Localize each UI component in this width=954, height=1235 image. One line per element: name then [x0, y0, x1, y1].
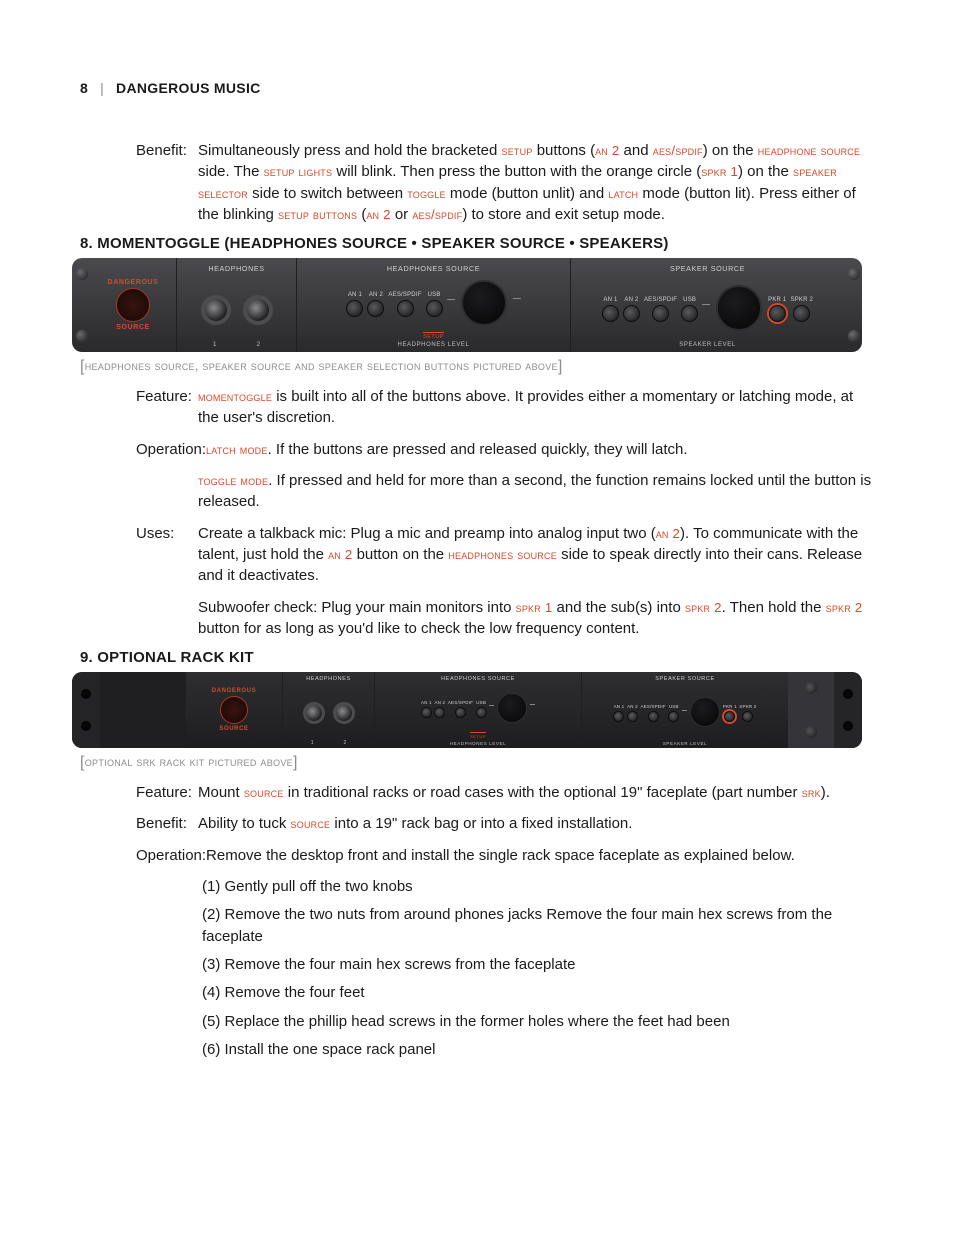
- kw-setup-lights: setup lights: [264, 164, 333, 179]
- operation9-row: Operation: Remove the desktop front and …: [136, 845, 874, 866]
- hp-src-usb-button: [426, 300, 443, 317]
- panel-brand: DANGEROUS SOURCE: [90, 258, 176, 352]
- rack-caption: [optional srk rack kit pictured above]: [80, 754, 874, 772]
- section-9-heading: 9. OPTIONAL RACK KIT: [80, 649, 874, 666]
- kw-setup-buttons: setup buttons: [278, 207, 357, 222]
- kw-aes: aes/spdif: [653, 143, 703, 158]
- benefit-text: Simultaneously press and hold the bracke…: [198, 140, 874, 225]
- kw-toggle-mode: toggle mode: [198, 473, 268, 488]
- uses-row: Uses: Create a talkback mic: Plug a mic …: [136, 523, 874, 587]
- kw-latch-mode: latch mode: [206, 442, 268, 457]
- panel-caption: [headphones source, speaker source and s…: [80, 358, 874, 376]
- benefit-row: Benefit: Simultaneously press and hold t…: [136, 140, 874, 225]
- brand-logo-icon: [116, 288, 150, 322]
- hardware-panel-illustration: DANGEROUS SOURCE HEADPHONES 12 HEADPHONE…: [72, 258, 862, 352]
- step-1: (1) Gently pull off the two knobs: [202, 876, 874, 897]
- speaker-level-knob: [716, 285, 762, 331]
- feature-row: Feature: momentoggle is built into all o…: [136, 386, 874, 429]
- install-steps: (1) Gently pull off the two knobs (2) Re…: [202, 876, 874, 1060]
- rack-ear-left: [72, 672, 100, 748]
- kw-momentoggle: momentoggle: [198, 389, 272, 404]
- step-6: (6) Install the one space rack panel: [202, 1039, 874, 1060]
- page-number: 8: [80, 80, 88, 96]
- kw-latch: latch: [608, 186, 638, 201]
- spkr1-button: [769, 305, 786, 322]
- kw-spkr1: spkr 1: [701, 164, 738, 179]
- kw-source: source: [244, 785, 284, 800]
- step-2: (2) Remove the two nuts from around phon…: [202, 904, 874, 947]
- step-3: (3) Remove the four main hex screws from…: [202, 954, 874, 975]
- benefit9-row: Benefit: Ability to tuck source into a 1…: [136, 813, 874, 834]
- feature9-row: Feature: Mount source in traditional rac…: [136, 782, 874, 803]
- setup-label: SETUP: [423, 332, 444, 340]
- step-5: (5) Replace the phillip head screws in t…: [202, 1011, 874, 1032]
- kw-setup: setup: [502, 143, 533, 158]
- speaker-source-section: SPEAKER SOURCE AN 1 AN 2 AES/SPDIF USB P…: [570, 258, 844, 352]
- brand-name: DANGEROUS MUSIC: [116, 80, 261, 96]
- hp-src-aes-button: [397, 300, 414, 317]
- spk-src-an2-button: [623, 305, 640, 322]
- kw-toggle: toggle: [407, 186, 446, 201]
- operation-row: Operation: latch mode. If the buttons ar…: [136, 439, 874, 460]
- spkr2-button: [793, 305, 810, 322]
- headphones-level-knob: [461, 280, 507, 326]
- hp-src-an1-button: [346, 300, 363, 317]
- spk-src-usb-button: [681, 305, 698, 322]
- benefit-label: Benefit:: [136, 140, 198, 225]
- headphone-jack-2: [243, 295, 273, 325]
- kw-an2: an 2: [595, 143, 619, 158]
- panel-brand-rack: DANGEROUS SOURCE: [186, 672, 282, 748]
- step-4: (4) Remove the four feet: [202, 982, 874, 1003]
- header-separator: |: [100, 80, 104, 96]
- brand-logo-icon: [220, 696, 248, 724]
- headphones-section: HEADPHONES 12: [176, 258, 296, 352]
- rack-panel-illustration: DANGEROUS SOURCE HEADPHONES 12 HEADPHONE…: [72, 672, 862, 748]
- page-header: 8 | DANGEROUS MUSIC: [80, 80, 874, 96]
- kw-hpsrc: headphone source: [758, 143, 860, 158]
- hp-src-an2-button: [367, 300, 384, 317]
- spk-src-aes-button: [652, 305, 669, 322]
- operation-row-2: toggle mode. If pressed and held for mor…: [136, 470, 874, 513]
- section-8-heading: 8. MOMENTOGGLE (HEADPHONES SOURCE • SPEA…: [80, 235, 874, 252]
- spk-src-an1-button: [602, 305, 619, 322]
- headphone-jack-1: [201, 295, 231, 325]
- uses-row-2: Subwoofer check: Plug your main monitors…: [136, 597, 874, 640]
- rack-ear-right: [834, 672, 862, 748]
- kw-srk: srk: [802, 785, 821, 800]
- headphones-source-section: HEADPHONES SOURCE AN 1 AN 2 AES/SPDIF US…: [296, 258, 570, 352]
